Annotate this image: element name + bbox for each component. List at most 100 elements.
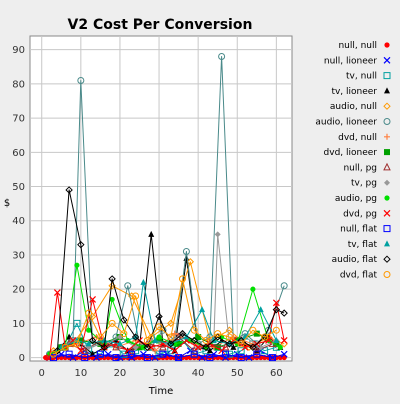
legend-label: audio, flat [332, 255, 378, 265]
data-point [218, 53, 226, 61]
legend-item: null, pg [343, 162, 391, 173]
data-point [186, 258, 195, 266]
data-point [156, 337, 163, 344]
data-point [175, 354, 183, 362]
data-point [120, 350, 128, 358]
data-point [77, 76, 85, 84]
data-point [109, 296, 115, 303]
data-point [80, 346, 89, 354]
data-point [49, 350, 57, 358]
data-point [190, 326, 198, 334]
data-point [183, 333, 190, 340]
legend-marker [384, 179, 390, 186]
plot-area [29, 35, 293, 362]
series-line [56, 189, 285, 351]
tick-labels: 0 10 20 30 40 50 60 0 10 20 30 40 50 60 70 80 90 [12, 45, 282, 379]
y-tick-label: 10 [12, 319, 25, 330]
data-point [225, 333, 233, 341]
data-point [167, 319, 175, 328]
data-point [124, 282, 132, 290]
data-point [97, 340, 104, 347]
data-point [108, 275, 116, 283]
legend-label: audio, null [330, 102, 377, 112]
data-point [261, 333, 269, 341]
data-point [280, 350, 288, 358]
data-point [108, 319, 116, 327]
data-point [159, 326, 167, 334]
legend-marker [383, 102, 391, 110]
legend-label: dvd, null [338, 133, 377, 143]
data-point [46, 354, 53, 362]
data-point [237, 340, 245, 348]
y-tick-label: 40 [12, 216, 25, 227]
series [49, 275, 280, 358]
legend-label: tv, flat [348, 240, 378, 250]
y-axis-label: $ [4, 198, 10, 209]
legend-marker [383, 271, 391, 278]
data-point [73, 340, 81, 348]
legend-marker [384, 42, 390, 48]
y-tick-label: 0 [19, 353, 25, 364]
data-point [167, 340, 175, 348]
data-point [237, 347, 245, 355]
legend-marker [383, 72, 391, 80]
data-point [116, 354, 124, 362]
data-point [120, 316, 128, 324]
legend-item: audio, null [330, 102, 391, 112]
legend-label: tv, pg [351, 179, 377, 189]
data-point [190, 336, 198, 345]
legend-label: null, lioneer [324, 56, 377, 66]
legend-item: dvd, lioneer [324, 148, 390, 158]
legend-marker [383, 209, 391, 217]
data-point [159, 342, 167, 351]
series-line [53, 322, 277, 355]
y-tick-label: 90 [12, 45, 25, 56]
legend-item: audio, lioneer [315, 118, 391, 128]
grid [30, 36, 292, 361]
data-point [155, 312, 163, 321]
data-point [252, 346, 261, 354]
y-tick-label: 20 [12, 285, 25, 296]
data-point [77, 337, 84, 344]
data-point [272, 305, 281, 314]
legend-label: audio, lioneer [315, 118, 377, 128]
data-point [179, 275, 187, 283]
data-point [214, 344, 221, 351]
data-point [175, 340, 182, 347]
data-point [171, 347, 179, 355]
legend-item: audio, flat [332, 255, 391, 265]
legend: null, null null, lioneer tv, null tv, lione… [315, 41, 391, 281]
legend-label: tv, null [346, 72, 377, 82]
data-point [277, 344, 283, 350]
data-point [167, 333, 175, 341]
legend-marker [383, 255, 391, 263]
data-point [280, 282, 288, 290]
data-point [280, 337, 288, 344]
legend-item: tv, null [346, 72, 391, 82]
series-line [53, 278, 277, 355]
legend-marker [383, 225, 391, 233]
data-point [86, 327, 92, 333]
data-point [112, 354, 120, 362]
legend-item: dvd, pg [343, 209, 391, 219]
chart-title: V2 Cost Per Conversion [68, 17, 253, 33]
data-point [218, 347, 226, 355]
data-point [96, 350, 104, 358]
x-tick-label: 20 [114, 368, 127, 379]
legend-item: tv, pg [351, 179, 390, 189]
data-point [152, 347, 159, 354]
legend-item: dvd, null [338, 133, 390, 143]
legend-marker [383, 162, 391, 171]
x-tick-label: 50 [231, 368, 244, 379]
data-point [101, 336, 108, 343]
legend-item: null, null [338, 41, 390, 51]
legend-item: tv, lioneer [331, 87, 390, 97]
data-point [85, 340, 92, 347]
data-point [257, 306, 264, 313]
data-point [112, 342, 120, 351]
y-tick-label: 80 [12, 79, 25, 90]
data-point [155, 323, 163, 331]
data-point [143, 336, 151, 344]
data-point [152, 336, 159, 343]
